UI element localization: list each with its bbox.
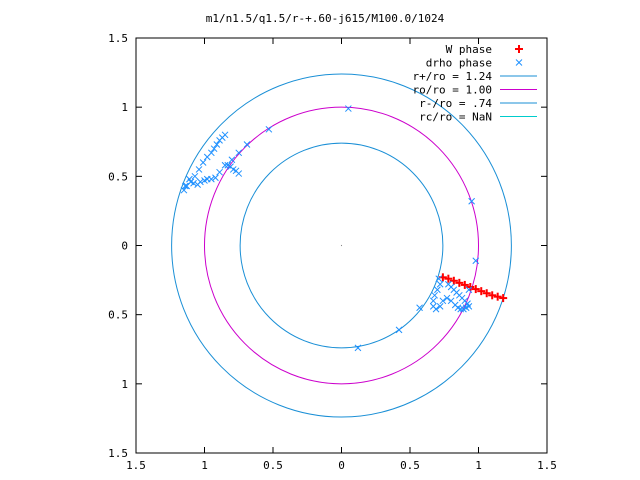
legend-swatch [515, 59, 523, 66]
drho-phase-point [436, 280, 444, 288]
drho-phase-point [354, 344, 362, 352]
drho-phase-point [181, 182, 189, 190]
legend-label: rc/ro = NaN [419, 111, 492, 124]
w-phase-point [460, 280, 469, 289]
x-tick-label: 0.5 [400, 459, 420, 472]
y-tick-label: 0.5 [108, 309, 128, 322]
drho-phase-point [191, 172, 199, 180]
radius-circle [171, 73, 512, 418]
drho-phase-point [213, 141, 221, 148]
drho-phase-point [199, 159, 207, 166]
drho-phase-point [212, 174, 219, 182]
drho-phase-point [468, 197, 476, 205]
drho-phase-point [221, 131, 229, 139]
origin-dot [340, 244, 343, 247]
drho-phase-point [221, 161, 229, 169]
y-tick-label: 1.5 [108, 447, 128, 460]
y-tick-label: 1 [121, 101, 128, 114]
drho-phase-point [435, 275, 443, 283]
drho-phase-point [416, 304, 423, 312]
drho-phase-point [445, 280, 452, 288]
drho-phase-point [431, 291, 439, 299]
drho-phase-point [472, 257, 480, 265]
drho-phase-point [443, 294, 451, 302]
y-tick-label: 1.5 [108, 32, 128, 45]
x-tick-label: 0 [338, 459, 345, 472]
w-phase-point [493, 292, 502, 301]
drho-phase-point [228, 156, 236, 164]
drho-phase-point [344, 105, 352, 112]
drho-phase-point [210, 145, 218, 153]
radius-circle [204, 106, 479, 385]
w-phase-point [455, 278, 464, 287]
w-phase-point [444, 274, 453, 283]
drho-phase-point [432, 305, 440, 313]
drho-phase-point [187, 178, 195, 186]
drho-phase-point [216, 168, 223, 176]
y-tick-label: 0 [121, 240, 128, 253]
points-layer [180, 105, 508, 352]
y-tick-label: 0.5 [108, 170, 128, 183]
w-phase-point [482, 289, 491, 298]
w-phase-point [466, 283, 475, 291]
w-phase-point [488, 291, 497, 300]
drho-phase-point [235, 149, 243, 157]
y-tick-label: 1 [121, 378, 128, 391]
x-tick-label: 0.5 [263, 459, 283, 472]
x-tick-label: 1.5 [537, 459, 557, 472]
drho-phase-point [180, 186, 188, 194]
drho-phase-point [465, 286, 473, 294]
drho-phase-point [265, 125, 273, 133]
legend-label: drho phase [426, 57, 492, 70]
drho-phase-point [395, 326, 403, 334]
drho-phase-point [195, 166, 203, 173]
radius-circle [239, 142, 444, 349]
w-phase-point [449, 276, 458, 285]
chart-title: m1/n1.5/q1.5/r-+.60-j615/M100.0/1024 [206, 12, 445, 25]
drho-phase-point [429, 297, 437, 305]
w-phase-point [477, 287, 486, 296]
drho-phase-point [457, 305, 465, 313]
x-tick-label: 1 [201, 459, 208, 472]
legend-label: ro/ro = 1.00 [413, 84, 492, 97]
legend-label: W phase [446, 43, 492, 56]
ticks-layer: 1.5 1 0.5 0 0.5 1 1.51.510.500.511.5 [108, 32, 557, 472]
drho-phase-point [434, 286, 441, 294]
drho-phase-point [201, 177, 208, 184]
x-tick-label: 1 [475, 459, 482, 472]
circle-layer [171, 73, 512, 418]
drho-phase-point [439, 297, 447, 305]
x-tick-label: 1.5 [126, 459, 146, 472]
drho-phase-point [207, 149, 215, 157]
w-phase-point [471, 285, 480, 294]
drho-phase-point [243, 141, 251, 148]
w-phase-point [499, 294, 508, 303]
drho-phase-point [194, 181, 202, 188]
drho-phase-point [436, 303, 444, 310]
drho-phase-point [235, 170, 243, 177]
legend-label: r+/ro = 1.24 [413, 70, 493, 83]
legend-label: r-/ro = .74 [419, 97, 492, 110]
